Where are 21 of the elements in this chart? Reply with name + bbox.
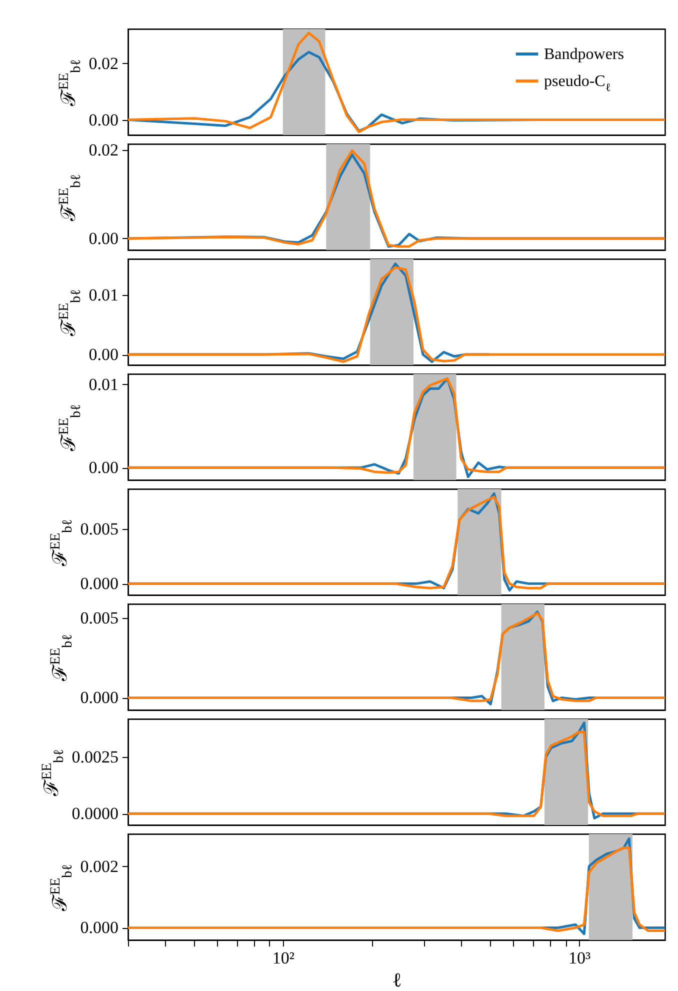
y-tick-label: 0.0025 [72,747,118,766]
y-tick-label: 0.000 [80,688,118,708]
y-tick-label: 0.02 [88,54,118,73]
y-tick-label: 0.005 [80,519,118,538]
legend-label: pseudo-C$_{ℓ}$ [544,73,611,94]
y-tick-label: 0.01 [88,285,118,304]
x-tick-label: 10² [272,948,294,968]
y-tick-label: 0.00 [88,110,118,130]
y-tick-label: 0.02 [88,140,118,160]
y-tick-label: 0.00 [88,345,118,364]
y-tick-label: 0.000 [80,574,118,594]
y-tick-label: 0.002 [80,856,118,876]
legend-label: Bandpowers [544,46,624,63]
x-axis-title: ℓ [392,970,402,991]
y-tick-label: 0.00 [88,458,118,478]
y-tick-label: 0.0000 [72,804,118,824]
y-tick-label: 0.00 [88,228,118,248]
y-tick-label: 0.000 [80,918,118,938]
y-tick-label: 0.01 [88,374,118,394]
x-tick-label: 10³ [568,948,591,968]
y-tick-label: 0.005 [80,608,118,628]
